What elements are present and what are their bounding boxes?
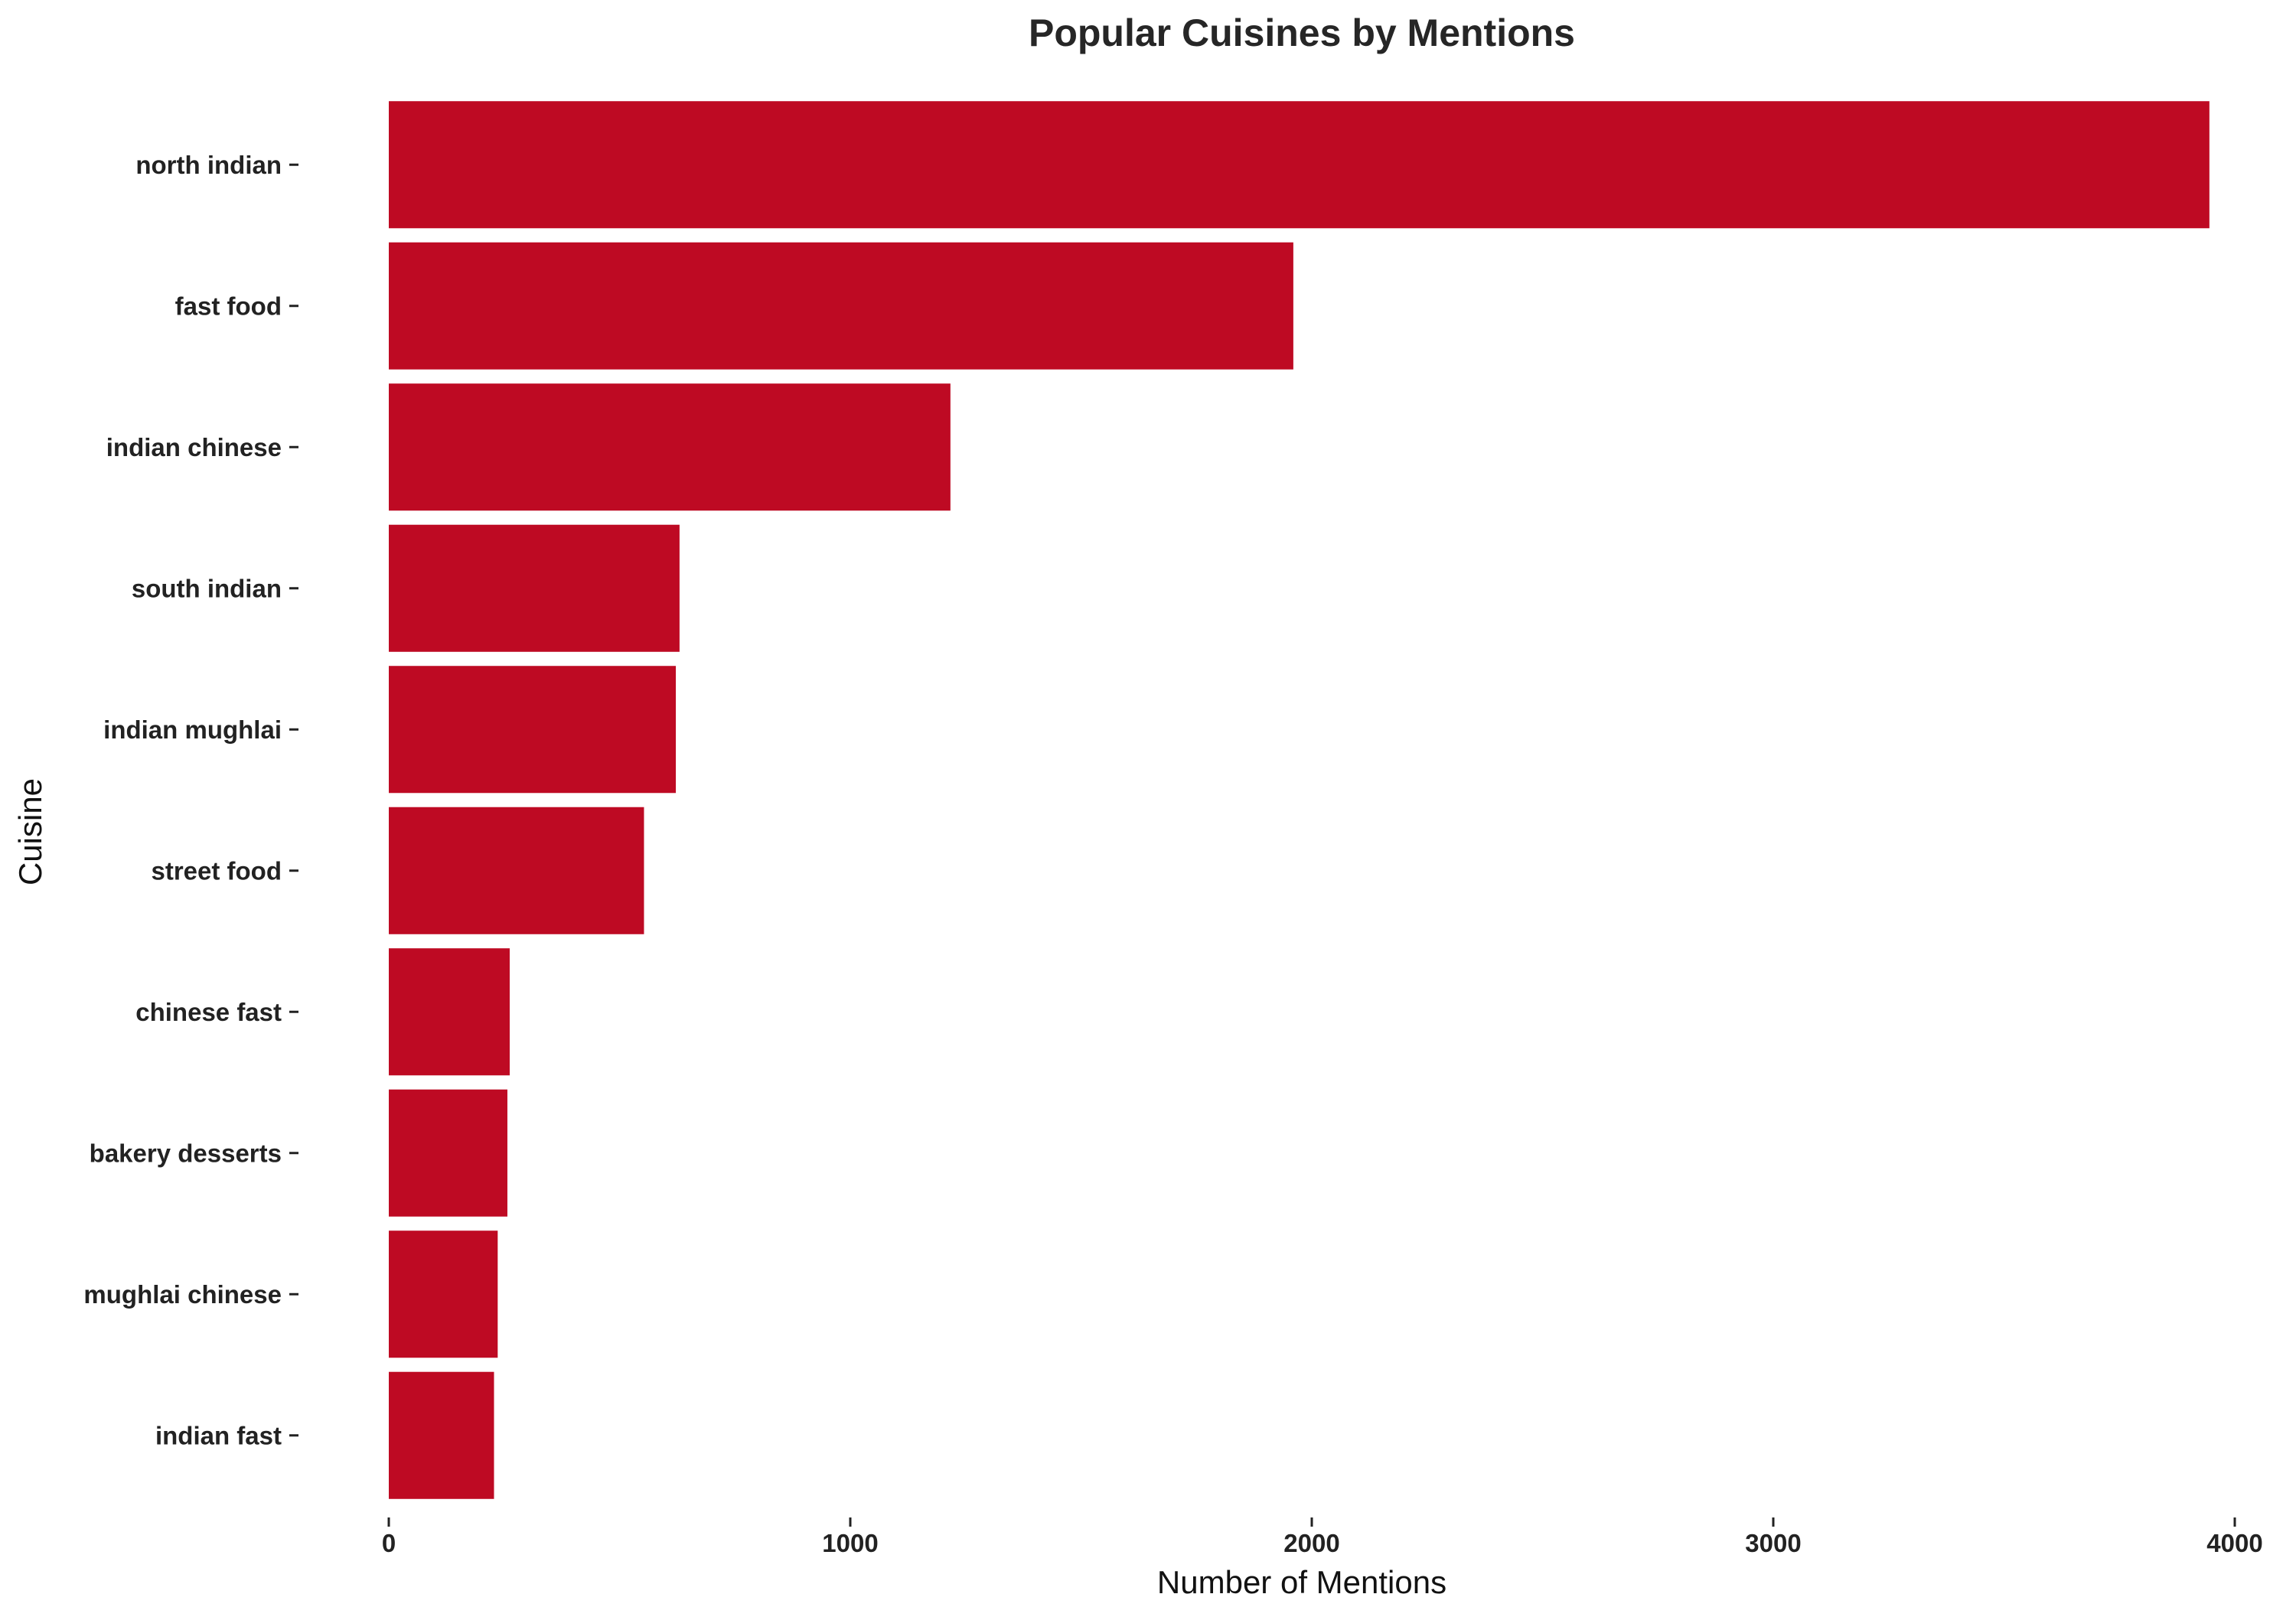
bars-group bbox=[389, 101, 2210, 1499]
x-tick-label: 0 bbox=[382, 1529, 396, 1557]
y-tick-label: indian mughlai bbox=[103, 715, 282, 744]
y-axis-ticks: north indian fast food indian chinese south… bbox=[83, 151, 298, 1449]
x-axis-label: Number of Mentions bbox=[1157, 1564, 1446, 1600]
y-tick-label: street food bbox=[151, 856, 282, 885]
bar-bakery-desserts bbox=[389, 1089, 507, 1217]
bar-south-indian bbox=[389, 524, 680, 652]
x-tick-label: 3000 bbox=[1745, 1529, 1801, 1557]
y-tick-label: indian chinese bbox=[106, 433, 282, 461]
bar-indian-fast bbox=[389, 1371, 494, 1499]
x-tick-label: 1000 bbox=[822, 1529, 878, 1557]
x-axis-ticks: 0 1000 2000 3000 4000 bbox=[382, 1517, 2263, 1557]
y-tick-label: mughlai chinese bbox=[83, 1280, 282, 1309]
bar-indian-chinese bbox=[389, 383, 951, 511]
y-tick-label: south indian bbox=[132, 574, 282, 602]
bar-north-indian bbox=[389, 101, 2210, 229]
x-tick-label: 4000 bbox=[2206, 1529, 2262, 1557]
bar-chinese-fast bbox=[389, 948, 510, 1076]
bar-indian-mughlai bbox=[389, 666, 677, 794]
chart-title: Popular Cuisines by Mentions bbox=[1029, 11, 1575, 54]
y-axis-label: Cuisine bbox=[12, 778, 48, 885]
bar-mughlai-chinese bbox=[389, 1231, 498, 1358]
y-tick-label: bakery desserts bbox=[90, 1139, 282, 1167]
bar-fast-food bbox=[389, 242, 1293, 370]
x-tick-label: 2000 bbox=[1283, 1529, 1339, 1557]
y-tick-label: chinese fast bbox=[135, 998, 282, 1026]
y-tick-label: north indian bbox=[135, 151, 282, 179]
y-tick-label: indian fast bbox=[155, 1421, 282, 1449]
bar-street-food bbox=[389, 807, 644, 934]
y-tick-label: fast food bbox=[175, 292, 282, 320]
